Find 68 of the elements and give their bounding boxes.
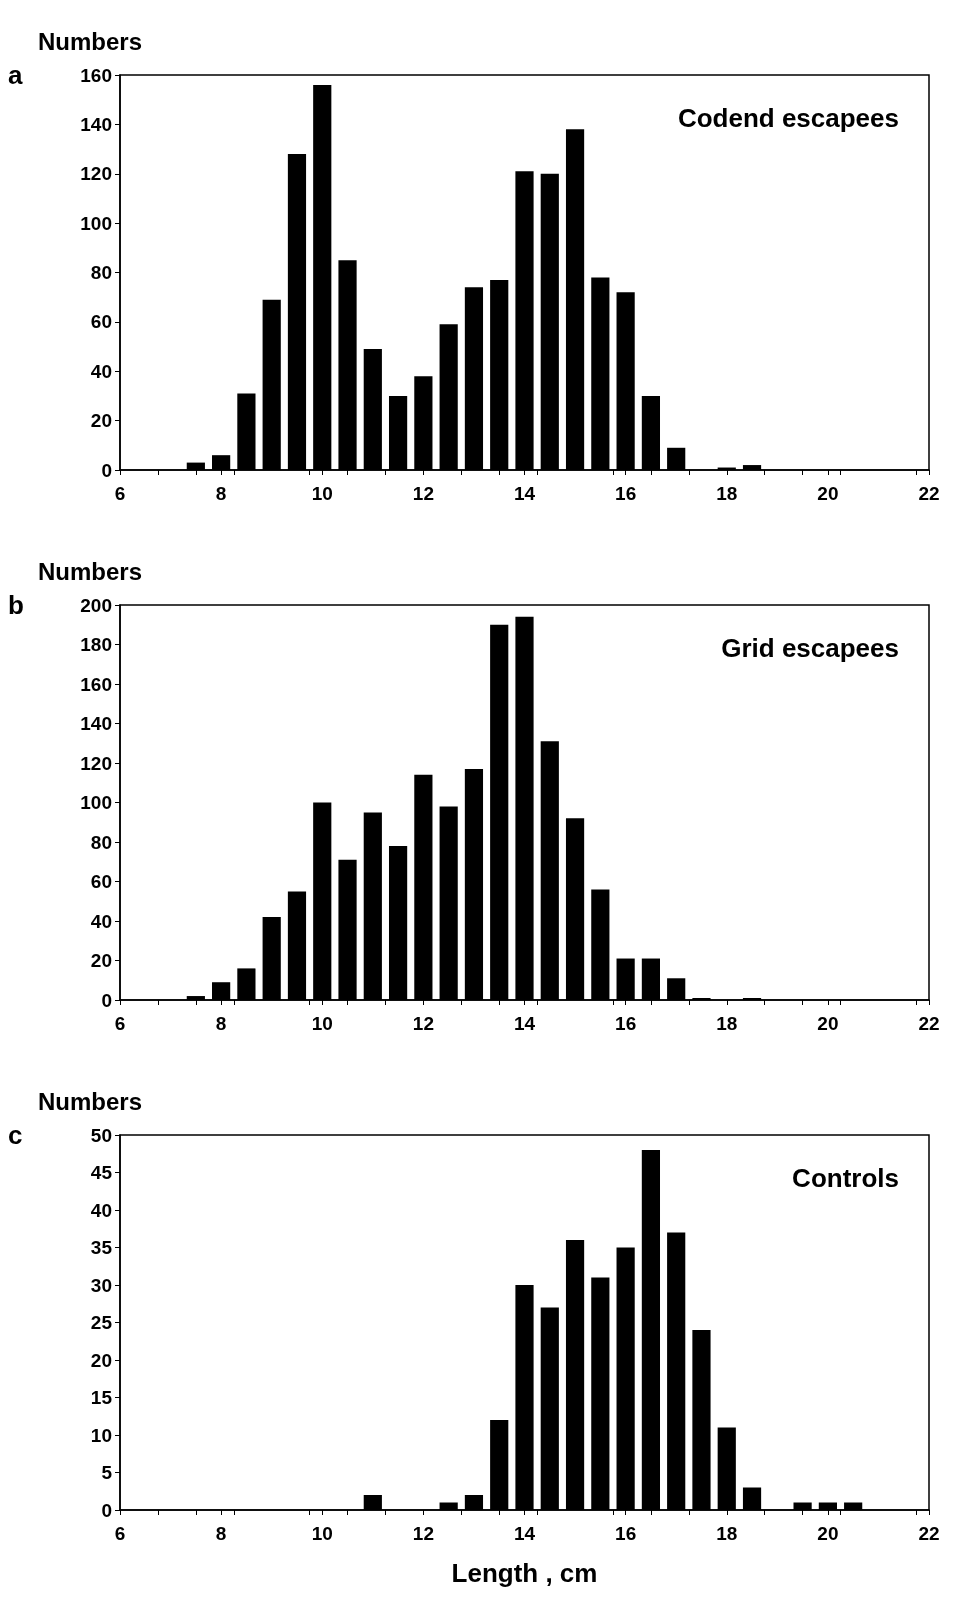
y-tick-label: 0 [101, 1499, 112, 1521]
x-axis-title: Length , cm [451, 1558, 598, 1588]
x-tick-label: 6 [114, 1013, 126, 1034]
x-tick-label: 10 [311, 1013, 333, 1034]
y-tick-label: 20 [90, 410, 112, 432]
y-tick-label: 60 [90, 871, 112, 892]
y-tick-label: 60 [90, 311, 112, 333]
y-tick-label: 30 [90, 1274, 112, 1296]
y-tick-label: 100 [80, 212, 112, 234]
y-tick-label: 10 [90, 1424, 112, 1446]
x-tick-label: 22 [918, 483, 940, 504]
y-tick-label: 40 [90, 1199, 112, 1221]
x-tick-label: 12 [412, 1523, 434, 1544]
y-tick-label: 35 [90, 1237, 113, 1258]
y-tick-label: 0 [101, 989, 112, 1011]
annotation: Controls [792, 1163, 900, 1193]
x-tick-label: 18 [716, 1523, 738, 1544]
x-tick-label: 22 [918, 1523, 940, 1544]
y-tick-label: 40 [90, 910, 112, 932]
text: b [8, 590, 24, 620]
y-tick-label: 120 [80, 163, 112, 185]
annotation: Grid escapees [721, 633, 900, 663]
y-tick-label: 20 [90, 950, 112, 971]
x-tick-label: 20 [817, 483, 839, 504]
x-tick-label: 10 [311, 483, 333, 504]
y-tick-label: 200 [80, 594, 112, 616]
y-tick-label: 120 [80, 752, 112, 774]
y-tick-label: 100 [80, 792, 112, 813]
x-tick-label: 8 [215, 483, 227, 504]
y-tick-label: 180 [80, 634, 112, 655]
y-tick-label: 50 [90, 1124, 112, 1146]
y-tick-label: 80 [90, 262, 112, 283]
x-tick-label: 16 [615, 483, 637, 504]
x-tick-label: 20 [817, 1523, 839, 1544]
y-tick-label: 160 [80, 64, 112, 86]
y-tick-label: 40 [90, 360, 112, 382]
y-tick-label: 160 [80, 673, 112, 695]
y-tick-label: 20 [90, 1349, 112, 1371]
x-tick-label: 6 [114, 483, 126, 504]
y-tick-label: 80 [90, 831, 112, 853]
y-tick-label: 15 [90, 1387, 113, 1408]
y-tick-label: 140 [80, 713, 112, 734]
text: c [8, 1120, 23, 1150]
x-tick-label: 10 [311, 1523, 333, 1544]
y-tick-label: 140 [80, 113, 112, 135]
y-axis-title: Numbers [37, 1087, 143, 1115]
text: a [8, 60, 23, 90]
x-tick-label: 20 [817, 1013, 839, 1034]
x-tick-label: 8 [215, 1013, 227, 1034]
y-axis-title: Numbers [37, 27, 143, 55]
x-tick-label: 18 [716, 483, 738, 504]
y-tick-label: 5 [101, 1462, 113, 1483]
annotation: Codend escapees [677, 103, 899, 133]
x-tick-label: 8 [215, 1523, 227, 1544]
y-axis-title: Numbers [37, 557, 143, 585]
y-tick-label: 0 [101, 459, 112, 481]
x-tick-label: 6 [114, 1523, 126, 1544]
x-tick-label: 16 [615, 1013, 637, 1034]
x-tick-label: 14 [513, 1523, 536, 1544]
x-tick-label: 16 [615, 1523, 637, 1544]
x-tick-label: 14 [513, 483, 536, 504]
x-tick-label: 12 [412, 1013, 434, 1034]
x-tick-label: 14 [513, 1013, 536, 1034]
x-tick-label: 22 [918, 1013, 940, 1034]
y-tick-label: 45 [90, 1162, 113, 1183]
x-tick-label: 12 [412, 483, 434, 504]
x-tick-label: 18 [716, 1013, 738, 1034]
y-tick-label: 25 [90, 1312, 113, 1333]
